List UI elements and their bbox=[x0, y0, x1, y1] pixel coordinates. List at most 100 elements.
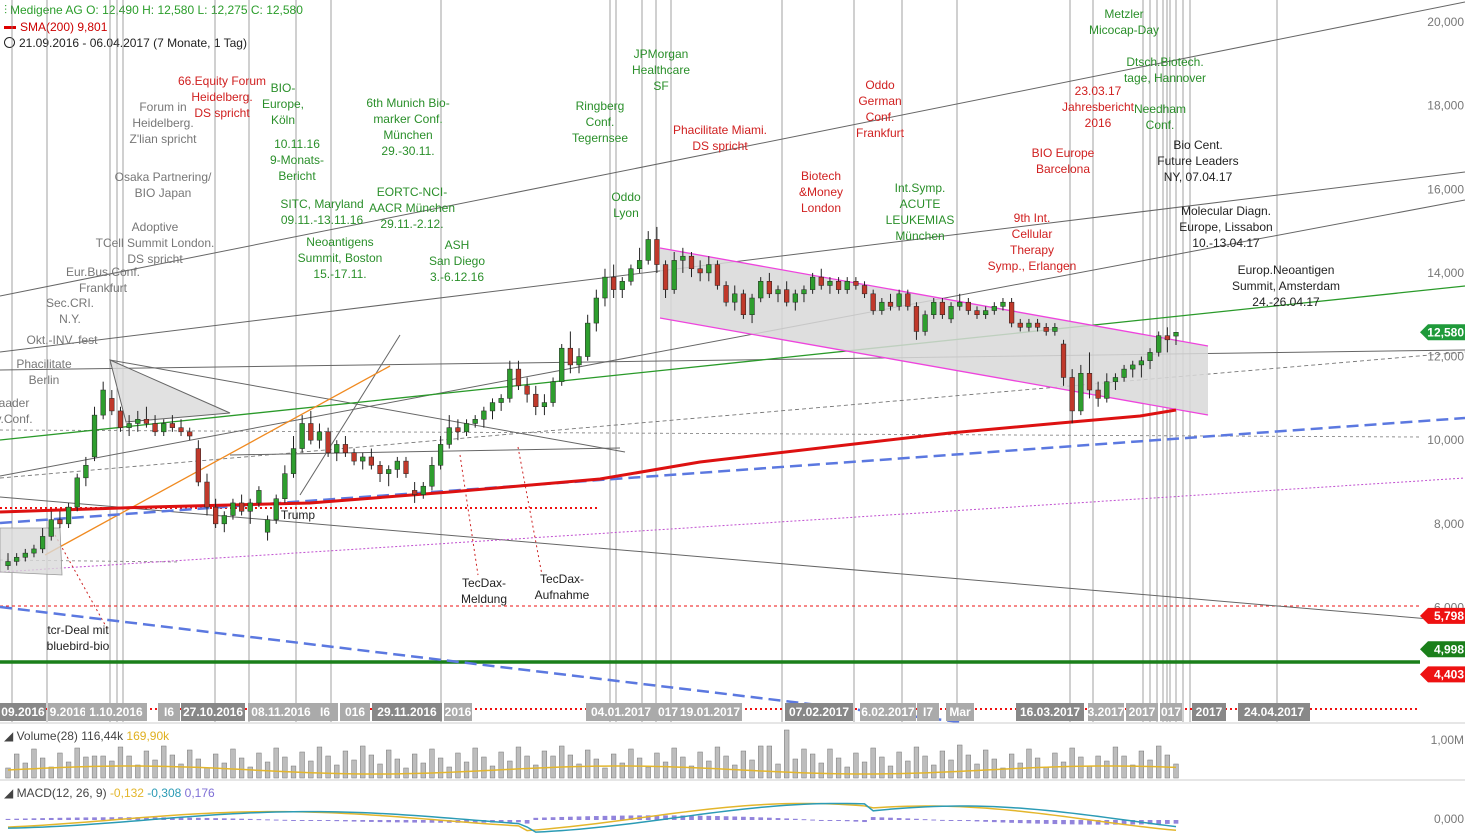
candle-body bbox=[645, 239, 651, 261]
channel-lower-line bbox=[659, 317, 1209, 416]
price-tag: 5,798 bbox=[1420, 607, 1465, 624]
candle-body bbox=[117, 410, 124, 428]
candle-body bbox=[896, 293, 902, 307]
sma-legend-swatch bbox=[4, 26, 16, 30]
volume-bar bbox=[654, 752, 660, 779]
date-label-box bbox=[1126, 703, 1158, 721]
volume-bar bbox=[498, 751, 504, 779]
annotation-connector bbox=[54, 534, 109, 631]
event-annotation: Metzler Micocap-Day bbox=[1089, 7, 1159, 37]
candle-body bbox=[126, 423, 132, 428]
date-label: I6 bbox=[320, 705, 330, 719]
candle-body bbox=[948, 306, 954, 320]
date-label-box bbox=[1192, 703, 1226, 721]
macd-histogram-bar bbox=[1035, 820, 1040, 824]
event-annotation: tcr-Deal mit bluebird-bio bbox=[47, 623, 110, 653]
candle-body bbox=[437, 444, 444, 466]
candle-body bbox=[879, 301, 885, 311]
volume-bar bbox=[541, 750, 548, 779]
macd-histogram-bar bbox=[853, 820, 859, 822]
volume-bar bbox=[143, 750, 150, 779]
candle-body bbox=[1078, 373, 1084, 412]
volume-bar bbox=[1130, 764, 1136, 779]
candle-body bbox=[1009, 301, 1015, 324]
candle-body bbox=[360, 456, 366, 462]
macd-histogram-bar bbox=[1147, 820, 1153, 825]
event-annotation: Int.Symp. ACUTE LEUKEMIAS München bbox=[886, 181, 955, 243]
macd-signal-line bbox=[7, 802, 1177, 833]
event-annotation: Molecular Diagn. Europe, Lissabon 10.-13.0… bbox=[1179, 204, 1272, 250]
sma-text: SMA(200) 9,801 bbox=[20, 20, 108, 34]
candle-body bbox=[1130, 364, 1136, 370]
volume-bar bbox=[861, 761, 868, 779]
date-label: 2016 bbox=[445, 705, 472, 719]
candle-body bbox=[22, 552, 28, 558]
volume-bar bbox=[282, 756, 288, 779]
volume-bar bbox=[913, 746, 920, 779]
range-text: 21.09.2016 - 06.04.2017 (7 Monate, 1 Tag… bbox=[19, 36, 247, 50]
date-label: 07.02.2017 bbox=[789, 705, 849, 719]
candle-body bbox=[887, 301, 894, 307]
candle-body bbox=[351, 452, 357, 462]
volume-bar bbox=[161, 745, 167, 779]
volume-bar bbox=[22, 762, 28, 779]
volume-bar bbox=[619, 762, 625, 779]
event-annotation: Adoptive TCell Summit London. DS spricht bbox=[96, 220, 215, 266]
candle-body bbox=[1138, 360, 1145, 366]
volume-bar bbox=[1000, 767, 1006, 779]
y-tick-label: 16,000 bbox=[1427, 182, 1464, 196]
ohlc-text: Medigene AG O: 12,490 H: 12,580 L: 12,27… bbox=[10, 3, 303, 17]
candle-body bbox=[455, 427, 461, 433]
volume-bar bbox=[204, 767, 210, 779]
candle-body bbox=[706, 264, 712, 274]
clock-icon bbox=[4, 37, 15, 48]
macd-histogram-bar bbox=[749, 817, 755, 820]
macd-histogram-bar bbox=[940, 819, 945, 821]
volume-bar bbox=[983, 749, 989, 779]
volume-bar bbox=[5, 767, 11, 779]
candle-body bbox=[654, 239, 660, 265]
price-tag-label: 5,798 bbox=[1434, 609, 1464, 623]
macd-histogram-bar bbox=[568, 816, 573, 820]
y-tick-label: 18,000 bbox=[1427, 99, 1464, 113]
volume-bar bbox=[576, 763, 582, 779]
volume-bar bbox=[273, 747, 279, 779]
volume-bar bbox=[472, 747, 478, 779]
volume-bar bbox=[437, 757, 444, 779]
volume-bar bbox=[1043, 766, 1049, 779]
candle-body bbox=[792, 293, 798, 303]
macd-line bbox=[7, 802, 1177, 832]
volume-bar bbox=[922, 755, 928, 779]
candle-body bbox=[256, 490, 262, 504]
volume-bar bbox=[187, 749, 193, 779]
event-annotation: Europ.Neoantigen Summit, Amsterdam 24.-26.… bbox=[1232, 263, 1340, 309]
box-pattern bbox=[0, 527, 63, 576]
macd-histogram-bar bbox=[1069, 820, 1075, 825]
event-annotation: Neoantigens Summit, Boston 15.-17.11. bbox=[298, 235, 383, 281]
volume-bar bbox=[1060, 761, 1067, 779]
volume-bar bbox=[360, 745, 366, 779]
volume-bar bbox=[351, 759, 357, 779]
event-annotation: Biotech &Money London bbox=[799, 169, 843, 215]
macd-histogram-bar bbox=[974, 820, 980, 822]
candle-body bbox=[91, 414, 98, 458]
macd-histogram-bar bbox=[914, 818, 919, 820]
macd-histogram-bar bbox=[905, 818, 911, 820]
macd-histogram-bar bbox=[870, 817, 876, 820]
macd-histogram-bar bbox=[204, 817, 210, 820]
candle-body bbox=[983, 310, 989, 315]
candle-body bbox=[31, 548, 37, 554]
volume-average-line bbox=[7, 765, 1177, 775]
macd-histogram-bar bbox=[57, 817, 63, 820]
candle-body bbox=[1147, 352, 1153, 361]
candle-body bbox=[325, 431, 331, 453]
candle-body bbox=[723, 285, 729, 303]
volume-bar bbox=[766, 745, 772, 779]
macd-histogram-bar bbox=[334, 820, 340, 822]
event-annotation: 66.Equity Forum Heidelberg. DS spricht bbox=[178, 74, 266, 120]
volume-bar bbox=[818, 762, 824, 779]
macd-histogram-bar bbox=[1009, 820, 1014, 823]
date-label: 24.04.2017 bbox=[1244, 705, 1304, 719]
event-annotation: BIO Europe Barcelona bbox=[1032, 146, 1095, 176]
